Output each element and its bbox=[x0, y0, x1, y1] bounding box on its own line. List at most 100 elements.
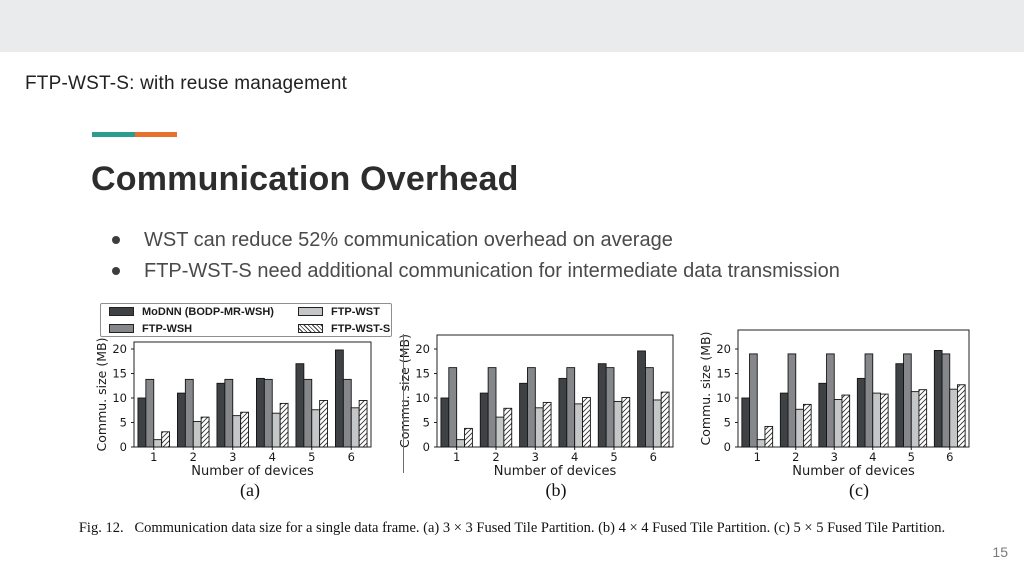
bar bbox=[910, 391, 920, 448]
y-tick-label: 0 bbox=[724, 440, 731, 454]
bar bbox=[542, 401, 552, 448]
bar bbox=[574, 403, 583, 448]
y-tick-label: 20 bbox=[415, 342, 430, 356]
bar bbox=[279, 402, 289, 448]
y-tick-label: 15 bbox=[716, 367, 731, 381]
x-tick-label: 3 bbox=[831, 450, 838, 464]
subfigure-label-a: (a) bbox=[240, 480, 260, 500]
y-tick-label: 20 bbox=[112, 342, 127, 356]
y-tick-label: 5 bbox=[120, 416, 127, 430]
bar bbox=[145, 378, 155, 448]
bar bbox=[613, 400, 623, 448]
bar bbox=[319, 400, 328, 448]
legend-label: MoDNN (BODP-MR-WSH) bbox=[142, 305, 274, 318]
x-tick-label: 6 bbox=[946, 450, 953, 464]
x-axis-label: Number of devices bbox=[494, 464, 617, 479]
bar bbox=[779, 392, 789, 448]
legend-label: FTP-WST bbox=[330, 305, 380, 318]
bar bbox=[295, 363, 305, 448]
x-tick-label: 1 bbox=[150, 450, 157, 464]
chart-legend: MoDNN (BODP-MR-WSH) FTP-WSH FTP-WST FTP-… bbox=[100, 303, 392, 337]
x-axis-label: Number of devices bbox=[191, 464, 314, 479]
bar bbox=[456, 439, 465, 448]
x-tick-label: 2 bbox=[190, 450, 197, 464]
y-tick-label: 0 bbox=[120, 440, 127, 454]
bar bbox=[918, 389, 928, 448]
subfigure-label-c: (c) bbox=[849, 480, 869, 500]
y-tick-label: 0 bbox=[423, 440, 430, 454]
legend-item-modnn: MoDNN (BODP-MR-WSH) bbox=[109, 304, 274, 320]
page-number: 15 bbox=[992, 544, 1008, 560]
y-axis-label: Commu. size (MB) bbox=[698, 332, 713, 446]
bar bbox=[880, 393, 889, 448]
bar bbox=[637, 350, 646, 448]
bar bbox=[224, 378, 234, 448]
bullet-item: FTP-WST-S need additional communication … bbox=[112, 259, 972, 283]
legend-item-ftp-wst: FTP-WST bbox=[297, 304, 390, 320]
bar bbox=[527, 367, 536, 448]
x-tick-label: 4 bbox=[269, 450, 276, 464]
bar bbox=[949, 388, 958, 448]
bar bbox=[841, 394, 851, 448]
bar bbox=[652, 399, 662, 448]
legend-swatch-ftp-wst bbox=[297, 307, 323, 316]
bar bbox=[311, 409, 321, 448]
bullet-dot-icon bbox=[112, 236, 120, 244]
y-tick-label: 20 bbox=[716, 342, 731, 356]
x-tick-label: 1 bbox=[754, 450, 761, 464]
bar bbox=[200, 416, 210, 448]
x-tick-label: 6 bbox=[650, 450, 657, 464]
plot-box bbox=[133, 341, 372, 448]
legend-label: FTP-WST-S bbox=[330, 322, 391, 335]
x-tick-label: 5 bbox=[610, 450, 617, 464]
bar bbox=[645, 367, 654, 448]
y-tick-label: 10 bbox=[716, 391, 731, 405]
bar bbox=[192, 421, 202, 448]
bar bbox=[787, 353, 797, 448]
y-axis-label: Commu. size (MB) bbox=[94, 338, 109, 452]
bar bbox=[756, 439, 766, 448]
bar bbox=[534, 407, 544, 448]
figure-divider-line bbox=[403, 334, 404, 473]
y-tick-label: 5 bbox=[423, 416, 430, 430]
bar bbox=[818, 382, 827, 448]
bar bbox=[605, 367, 615, 448]
x-tick-label: 6 bbox=[348, 450, 355, 464]
bar bbox=[833, 399, 843, 448]
bar bbox=[895, 363, 904, 448]
legend-item-ftp-wst-s: FTP-WST-S bbox=[297, 321, 391, 337]
x-tick-label: 2 bbox=[792, 450, 799, 464]
bar bbox=[660, 391, 670, 448]
bar bbox=[864, 353, 874, 448]
bullet-text: FTP-WST-S need additional communication … bbox=[144, 260, 840, 282]
y-tick-label: 10 bbox=[415, 391, 430, 405]
bar bbox=[184, 378, 194, 448]
legend-label: FTP-WSH bbox=[142, 322, 193, 335]
y-tick-label: 10 bbox=[112, 391, 127, 405]
bar bbox=[335, 349, 344, 448]
bar bbox=[350, 407, 360, 448]
bullet-list: WST can reduce 52% communication overhea… bbox=[112, 228, 972, 290]
bar bbox=[621, 397, 631, 448]
accent-teal-segment bbox=[92, 132, 135, 137]
bar bbox=[519, 382, 528, 448]
bar bbox=[597, 363, 607, 448]
bar bbox=[464, 427, 473, 448]
subfigure-label-b: (b) bbox=[545, 480, 567, 500]
bar bbox=[749, 353, 758, 448]
bar bbox=[232, 415, 242, 448]
bar bbox=[487, 367, 497, 448]
bar bbox=[137, 397, 147, 448]
legend-item-ftp-wsh: FTP-WSH bbox=[109, 321, 274, 337]
bar bbox=[503, 407, 513, 448]
bullet-text: WST can reduce 52% communication overhea… bbox=[144, 229, 673, 251]
bullet-dot-icon bbox=[112, 267, 120, 275]
legend-swatch-ftp-wst-s bbox=[297, 324, 323, 333]
bar bbox=[263, 378, 273, 448]
bar bbox=[856, 377, 866, 448]
y-tick-label: 15 bbox=[112, 367, 127, 381]
slide-kicker: FTP-WST-S: with reuse management bbox=[25, 73, 348, 94]
x-tick-label: 5 bbox=[308, 450, 315, 464]
